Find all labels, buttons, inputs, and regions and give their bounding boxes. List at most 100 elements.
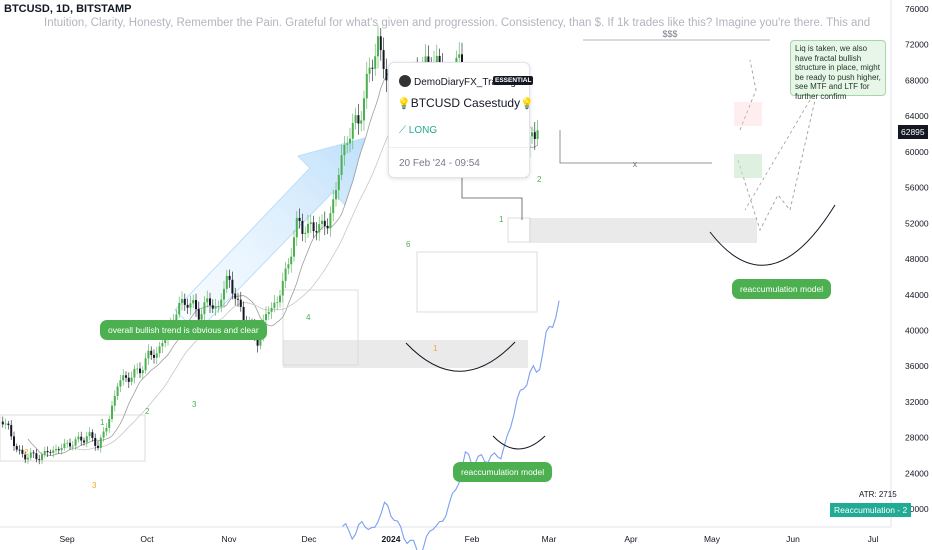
candle-body	[424, 56, 427, 65]
atr-readout: ATR: 2715	[859, 490, 897, 499]
candle-body	[139, 368, 141, 374]
trend-note: overall bullish trend is obvious and cle…	[100, 320, 267, 340]
candle-body	[183, 298, 186, 305]
idea-date: 20 Feb '24 - 09:54	[399, 158, 480, 169]
candle-body	[217, 306, 220, 308]
projection-path-1	[737, 99, 816, 232]
candle-body	[125, 375, 127, 378]
range-box-3	[416, 251, 538, 313]
price-tick-label: 32000	[905, 397, 929, 407]
candle-body	[52, 450, 55, 453]
candle-body	[111, 405, 113, 420]
candle-body	[200, 314, 203, 320]
candle-body	[340, 155, 343, 175]
candle-body	[119, 380, 122, 387]
time-tick-label: Sep	[59, 534, 74, 544]
candle-body	[326, 225, 329, 229]
liquidity-note: Liq is taken, we also have fractal bulli…	[790, 40, 886, 101]
candle-body	[276, 302, 279, 304]
idea-description: Intuition, Clarity, Honesty, Remember th…	[44, 17, 874, 29]
candle-body	[242, 306, 245, 322]
trend-arrow-icon	[174, 137, 366, 333]
candle-body	[329, 213, 332, 229]
candle-body	[38, 459, 41, 461]
price-tick-label: 64000	[905, 111, 929, 121]
candle-body	[351, 122, 354, 139]
candle-body	[1, 421, 4, 425]
range-low-x-label: x	[633, 159, 638, 169]
range-box-2	[282, 289, 359, 366]
candle-body	[203, 302, 206, 315]
candle-body	[153, 354, 155, 358]
idea-title-text: BTCUSD Casestudy	[410, 96, 521, 110]
candle-body	[531, 132, 533, 137]
price-tick-label: 28000	[905, 433, 929, 443]
candle-body	[360, 120, 363, 124]
wave-count-label: 4	[306, 313, 311, 322]
candle-body	[301, 220, 304, 234]
candle-body	[307, 223, 309, 233]
candle-body	[279, 295, 281, 303]
avatar	[399, 75, 411, 87]
idea-author[interactable]: DemoDiaryFX_Trading	[399, 75, 516, 88]
candle-body	[91, 432, 94, 438]
candle-body	[150, 350, 153, 355]
candle-body	[337, 174, 340, 191]
price-tick-label: 24000	[905, 468, 929, 478]
candle-body	[349, 138, 351, 144]
price-tick-label: 68000	[905, 75, 929, 85]
candle-body	[536, 130, 539, 139]
candle-body	[368, 67, 371, 74]
time-tick-label: Apr	[624, 534, 637, 544]
wave-count-label: 6	[406, 240, 411, 249]
reaccumulation-note-2: reaccumulation model	[732, 279, 832, 299]
time-tick-label: 2024	[382, 534, 401, 544]
candle-body	[371, 67, 374, 69]
price-tick-label: 44000	[905, 290, 929, 300]
candle-body	[438, 55, 441, 66]
candle-body	[259, 334, 262, 346]
idea-card[interactable]: DemoDiaryFX_Trading ESSENTIAL 💡BTCUSD Ca…	[388, 62, 534, 178]
price-axis[interactable]: 76000 72000 68000 64000 60000 56000 52000 48000…	[905, 4, 929, 514]
entry-zone	[734, 154, 762, 178]
candle-body	[35, 453, 38, 460]
reaccumulation-arc-1	[405, 341, 516, 372]
candle-body	[4, 423, 7, 425]
time-axis[interactable]: Sep Oct Nov Dec 2024 Feb Mar Apr May Jun Jul	[59, 534, 878, 544]
time-tick-label: Jun	[786, 534, 800, 544]
candle-body	[256, 335, 259, 346]
candle-body	[94, 437, 97, 446]
candle-body	[346, 143, 349, 145]
candle-body	[357, 115, 360, 124]
current-price-label: 62895	[898, 125, 928, 139]
wave-count-label: 2	[537, 175, 542, 184]
candle-body	[343, 144, 346, 156]
candle-body	[181, 298, 183, 303]
candle-body	[298, 217, 301, 221]
candle-body	[7, 423, 10, 426]
candle-body	[363, 98, 365, 121]
overlay-step-series	[342, 300, 560, 550]
candle-body	[385, 68, 388, 81]
candle-body	[309, 222, 312, 224]
candle-body	[234, 293, 237, 299]
candle-body	[55, 449, 57, 451]
candle-body	[24, 453, 27, 460]
candle-body	[57, 449, 60, 451]
candle-body	[220, 299, 223, 307]
candle-body	[63, 443, 66, 448]
candle-body	[458, 54, 461, 58]
range-box-4	[507, 217, 531, 243]
candle-body	[270, 307, 273, 312]
candle-body	[211, 305, 214, 309]
wave-count-label: 1	[499, 215, 504, 224]
candle-body	[354, 115, 357, 123]
candle-body	[41, 454, 43, 461]
candle-body	[105, 427, 108, 432]
candle-body	[225, 275, 228, 289]
candle-body	[239, 299, 242, 307]
candle-body	[122, 375, 125, 381]
candle-body	[293, 237, 295, 257]
candle-body	[141, 370, 144, 374]
wave-count-label: 3	[92, 481, 97, 490]
